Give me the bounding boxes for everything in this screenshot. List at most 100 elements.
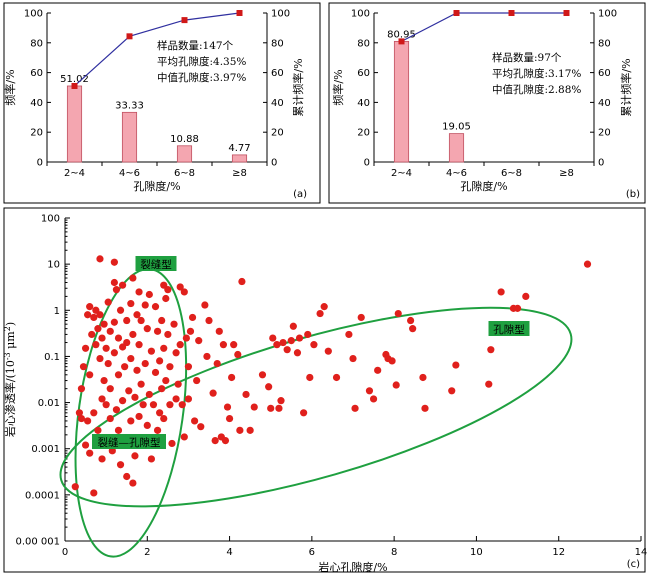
c-data-point xyxy=(269,334,277,342)
c-y-label-main: 岩心渗透率/(10 xyxy=(3,360,17,437)
c-data-point xyxy=(306,373,314,382)
c-data-point xyxy=(84,311,92,319)
c-data-point xyxy=(219,341,227,349)
c-data-point xyxy=(392,381,400,389)
c-data-point xyxy=(485,380,493,388)
c-data-point xyxy=(583,260,592,268)
c-data-point xyxy=(182,334,190,342)
c-data-point xyxy=(110,278,118,287)
a-y2tick-label: 100 xyxy=(271,9,290,20)
c-data-point xyxy=(143,421,151,430)
b-y2tick-label: 0 xyxy=(598,158,604,169)
c-zone-label-fracture-pore: 裂缝—孔隙型 xyxy=(98,436,161,449)
c-data-point xyxy=(123,338,131,347)
c-data-point xyxy=(273,341,281,349)
c-data-point xyxy=(114,334,123,342)
c-ytick-label: 0.1 xyxy=(44,352,60,363)
c-data-point xyxy=(139,401,147,409)
c-data-point xyxy=(267,404,275,412)
c-data-point xyxy=(304,330,312,339)
c-xtick-label: 8 xyxy=(391,547,397,558)
c-data-point xyxy=(129,274,137,282)
a-ytick-label: 60 xyxy=(30,68,43,79)
c-data-point xyxy=(125,387,133,395)
c-data-point xyxy=(81,441,90,449)
c-data-point xyxy=(135,341,143,349)
a-annotation: 平均孔隙度:4.35% xyxy=(157,55,246,68)
c-data-point xyxy=(108,447,116,455)
c-data-point xyxy=(265,383,273,391)
c-data-point xyxy=(141,359,149,368)
c-data-point xyxy=(131,393,139,401)
b-y2tick-label: 40 xyxy=(598,98,611,109)
c-data-point xyxy=(143,325,151,333)
c-data-point xyxy=(129,479,137,487)
a-bar xyxy=(121,111,138,163)
c-data-point xyxy=(158,385,166,393)
c-data-point xyxy=(96,311,104,319)
c-data-point xyxy=(147,347,155,355)
c-data-point xyxy=(96,255,104,263)
c-data-point xyxy=(149,401,158,409)
c-data-point xyxy=(369,395,378,403)
c-data-point xyxy=(90,313,98,322)
c-data-point xyxy=(201,301,209,309)
b-cumulative-point xyxy=(563,10,570,16)
b-ytick-label: 20 xyxy=(357,128,370,139)
c-data-point xyxy=(84,417,92,425)
c-data-point xyxy=(172,395,180,403)
c-data-point xyxy=(127,299,135,308)
c-zone-label-fracture: 裂缝型 xyxy=(140,258,172,271)
b-ytick-label: 80 xyxy=(357,38,370,49)
c-xtick-label: 14 xyxy=(635,547,648,558)
c-data-point xyxy=(191,417,199,425)
c-data-point xyxy=(246,426,254,434)
c-data-point xyxy=(106,414,114,423)
a-xtick-label: 6~8 xyxy=(174,168,195,179)
a-y2-label: 累计频率/% xyxy=(291,58,305,116)
c-data-point xyxy=(156,409,164,417)
c-data-point xyxy=(119,281,127,289)
a-cumulative-point xyxy=(71,82,78,89)
b-ytick-label: 40 xyxy=(357,98,370,109)
c-data-point xyxy=(121,363,129,371)
c-data-point xyxy=(98,334,106,342)
c-data-point xyxy=(215,327,223,335)
c-data-point xyxy=(180,288,188,296)
a-ytick-label: 80 xyxy=(30,38,43,49)
c-data-point xyxy=(349,354,357,363)
c-data-point xyxy=(86,449,94,457)
c-data-point xyxy=(168,439,176,448)
c-data-point xyxy=(92,341,100,349)
b-bar-label: 19.05 xyxy=(442,122,471,133)
c-data-point xyxy=(409,325,417,333)
c-data-point xyxy=(184,395,193,403)
c-data-point xyxy=(419,373,427,382)
c-data-point xyxy=(158,316,166,325)
c-data-point xyxy=(203,352,211,361)
a-xtick-label: 2~4 xyxy=(64,168,85,179)
c-data-point xyxy=(324,347,332,355)
c-data-point xyxy=(98,395,106,403)
c-data-point xyxy=(300,409,308,417)
c-data-point xyxy=(209,389,217,397)
c-data-point xyxy=(211,436,219,445)
c-data-point xyxy=(497,288,505,296)
c-data-point xyxy=(407,316,415,325)
panel-c-scatter: 0.00 001 0.0001 0.001 0.01 0.1 1 10 100 0 2 4 6 8 10 1… xyxy=(3,214,648,575)
c-data-point xyxy=(357,313,365,322)
a-x-label: 孔隙度/% xyxy=(133,179,180,193)
c-ytick-label: 0.001 xyxy=(31,444,60,455)
panel-c-frame xyxy=(3,207,646,573)
c-data-point xyxy=(112,406,121,414)
c-pore-zone-ellipse xyxy=(59,306,573,508)
c-data-point xyxy=(114,371,123,379)
c-data-point xyxy=(176,283,184,291)
c-data-point xyxy=(205,316,213,325)
c-data-point xyxy=(184,363,193,371)
c-data-point xyxy=(123,316,131,325)
c-data-point xyxy=(116,306,125,314)
c-data-point xyxy=(106,385,114,393)
b-bar-label: 80.95 xyxy=(387,29,416,40)
